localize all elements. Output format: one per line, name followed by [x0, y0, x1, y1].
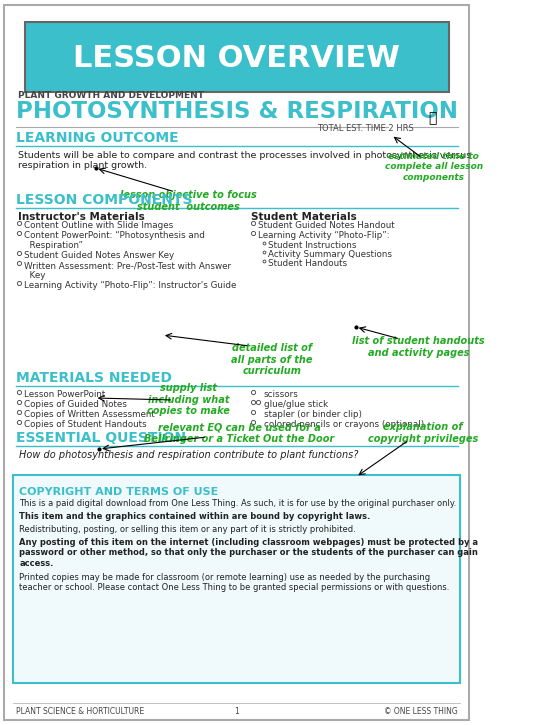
Text: Lesson PowerPoint: Lesson PowerPoint	[24, 390, 105, 399]
FancyBboxPatch shape	[4, 5, 469, 720]
Text: Student Guided Notes Answer Key: Student Guided Notes Answer Key	[24, 251, 174, 260]
Text: Any posting of this item on the internet (including classroom webpages) must be : Any posting of this item on the internet…	[19, 538, 478, 568]
Text: Printed copies may be made for classroom (or remote learning) use as needed by t: Printed copies may be made for classroom…	[19, 573, 450, 592]
Text: colored pencils or crayons (optional): colored pencils or crayons (optional)	[264, 420, 424, 429]
Text: Copies of Written Assessment: Copies of Written Assessment	[24, 410, 155, 419]
Text: Content Outline with Slide Images: Content Outline with Slide Images	[24, 221, 173, 230]
Text: PLANT SCIENCE & HORTICULTURE: PLANT SCIENCE & HORTICULTURE	[16, 707, 144, 716]
Text: LEARNING OUTCOME: LEARNING OUTCOME	[16, 131, 179, 145]
Text: This item and the graphics contained within are bound by copyright laws.: This item and the graphics contained wit…	[19, 512, 371, 521]
Text: 1: 1	[234, 707, 239, 716]
Text: Student Instructions: Student Instructions	[268, 241, 357, 250]
Text: Students will be able to compare and contrast the processes involved in photosyn: Students will be able to compare and con…	[18, 151, 471, 170]
Text: Copies of Guided Notes: Copies of Guided Notes	[24, 400, 127, 409]
Text: Written Assessment: Pre-/Post-Test with Answer
  Key: Written Assessment: Pre-/Post-Test with …	[24, 261, 231, 281]
Text: lesson objective to focus
student  outcomes: lesson objective to focus student outcom…	[120, 190, 257, 212]
Text: glue/glue stick: glue/glue stick	[264, 400, 328, 409]
Text: Student Guided Notes Handout: Student Guided Notes Handout	[257, 221, 394, 230]
FancyBboxPatch shape	[25, 22, 449, 92]
Text: MATERIALS NEEDED: MATERIALS NEEDED	[16, 371, 172, 385]
Text: list of student handouts
and activity pages: list of student handouts and activity pa…	[353, 336, 485, 357]
Text: detailed list of
all parts of the
curriculum: detailed list of all parts of the curric…	[231, 343, 312, 376]
Text: Activity Summary Questions: Activity Summary Questions	[268, 250, 392, 259]
Text: Student Handouts: Student Handouts	[268, 259, 347, 268]
Text: Redistributing, posting, or selling this item or any part of it is strictly proh: Redistributing, posting, or selling this…	[19, 525, 356, 534]
Text: supply list
including what
copies to make: supply list including what copies to mak…	[147, 383, 230, 416]
Text: Instructor's Materials: Instructor's Materials	[18, 212, 144, 222]
Text: © ONE LESS THING: © ONE LESS THING	[384, 707, 457, 716]
Text: LESSON COMPONENTS: LESSON COMPONENTS	[16, 193, 193, 207]
Text: 🌱: 🌱	[428, 111, 436, 125]
Text: COPYRIGHT AND TERMS OF USE: COPYRIGHT AND TERMS OF USE	[19, 487, 219, 497]
Text: LESSON OVERVIEW: LESSON OVERVIEW	[73, 44, 400, 72]
Text: relevant EQ can be used for a
Bellringer or a Ticket Out the Door: relevant EQ can be used for a Bellringer…	[144, 422, 334, 444]
Text: Content PowerPoint: “Photosynthesis and
  Respiration”: Content PowerPoint: “Photosynthesis and …	[24, 231, 205, 250]
Text: scissors: scissors	[264, 390, 299, 399]
Text: PLANT GROWTH AND DEVELOPMENT: PLANT GROWTH AND DEVELOPMENT	[18, 91, 204, 100]
Text: Copies of Student Handouts: Copies of Student Handouts	[24, 420, 147, 429]
Text: This is a paid digital download from One Less Thing. As such, it is for use by t: This is a paid digital download from One…	[19, 499, 457, 508]
Text: How do photosynthesis and respiration contribute to plant functions?: How do photosynthesis and respiration co…	[19, 450, 359, 460]
Text: Student Materials: Student Materials	[251, 212, 357, 222]
Text: PHOTOSYNTHESIS & RESPIRATION: PHOTOSYNTHESIS & RESPIRATION	[16, 100, 458, 123]
Text: stapler (or binder clip): stapler (or binder clip)	[264, 410, 362, 419]
Text: Learning Activity “Photo-Flip”:: Learning Activity “Photo-Flip”:	[257, 231, 389, 240]
Text: estimated time to
complete all lesson
components: estimated time to complete all lesson co…	[385, 152, 483, 182]
Text: ESSENTIAL QUESTION: ESSENTIAL QUESTION	[16, 431, 186, 445]
Text: Learning Activity “Photo-Flip”: Instructor's Guide: Learning Activity “Photo-Flip”: Instruct…	[24, 281, 236, 290]
FancyBboxPatch shape	[13, 475, 460, 683]
Text: explanation of
copyright privileges: explanation of copyright privileges	[368, 422, 478, 444]
Text: TOTAL EST. TIME 2 HRS: TOTAL EST. TIME 2 HRS	[317, 124, 414, 133]
